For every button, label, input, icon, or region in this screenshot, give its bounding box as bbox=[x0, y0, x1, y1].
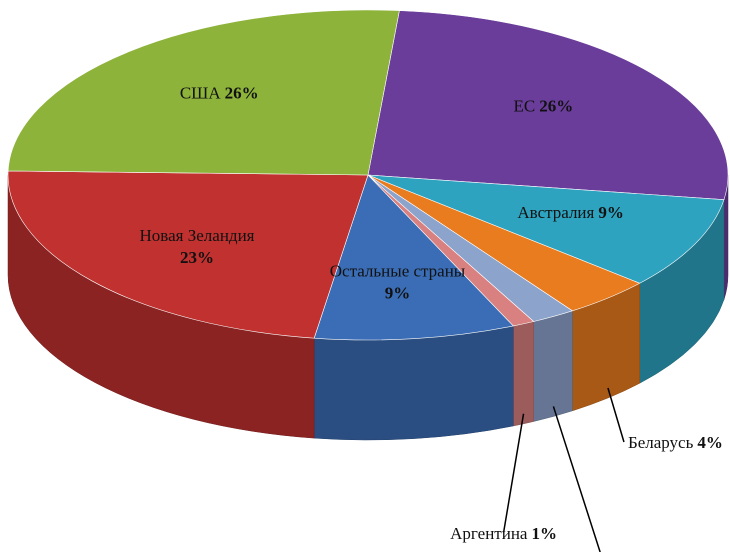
pie-sides bbox=[7, 174, 729, 441]
pie-slice bbox=[7, 170, 369, 339]
pie-slice bbox=[313, 174, 514, 341]
label-name: Новая Зеландия bbox=[140, 226, 255, 245]
data-label: ЕС 26% bbox=[514, 97, 574, 116]
leader-line bbox=[502, 413, 525, 533]
data-label: США 26% bbox=[180, 84, 259, 103]
label-name: США bbox=[180, 84, 221, 103]
pie-side bbox=[313, 325, 514, 441]
pie-slice bbox=[7, 9, 400, 176]
leader-line bbox=[552, 406, 601, 552]
label-name: Австралия bbox=[517, 203, 594, 222]
data-label: Австралия 9% bbox=[517, 203, 623, 222]
pie-tops bbox=[7, 9, 729, 341]
data-label: Беларусь 4% bbox=[628, 433, 723, 452]
label-value: 9% bbox=[385, 283, 411, 302]
pie-side bbox=[513, 321, 534, 427]
label-name: Беларусь bbox=[628, 433, 694, 452]
label-value: 26% bbox=[225, 84, 259, 103]
label-name: Остальные страны bbox=[330, 261, 466, 280]
label-value: 4% bbox=[697, 433, 723, 452]
data-label: Аргентина 1% bbox=[450, 524, 557, 543]
pie-slice bbox=[367, 10, 729, 200]
labels: ЕС26%Австралия9%Беларусь4%Швейцария2%Арг… bbox=[140, 84, 723, 552]
label-name: ЕС bbox=[514, 97, 536, 116]
pie-side bbox=[533, 310, 573, 422]
label-value: 1% bbox=[531, 524, 557, 543]
data-label: Новая Зеландия 23% bbox=[140, 226, 255, 267]
label-name: Аргентина bbox=[450, 524, 528, 543]
leader-line bbox=[607, 387, 625, 443]
data-label: Остальные страны 9% bbox=[330, 261, 466, 302]
pie-slice bbox=[367, 174, 725, 284]
label-value: 23% bbox=[180, 248, 214, 267]
label-value: 9% bbox=[598, 203, 624, 222]
label-value: 26% bbox=[539, 97, 573, 116]
